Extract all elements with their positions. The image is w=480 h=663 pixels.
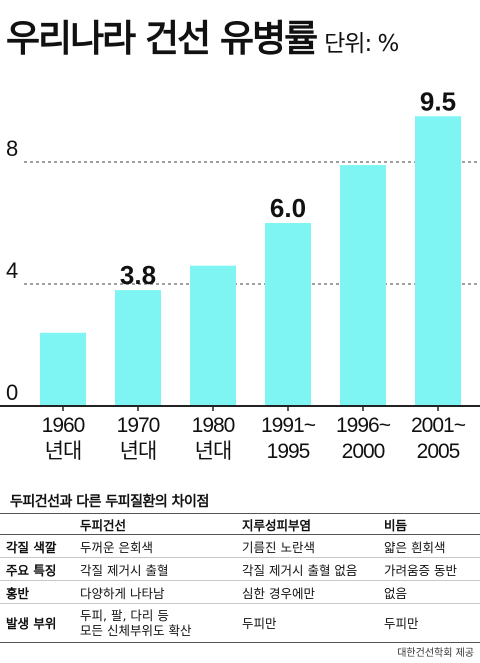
data-label: 9.5	[420, 86, 456, 116]
unit-label: 단위: %	[324, 31, 399, 57]
table-cell: 다양하게 나타남	[78, 580, 240, 604]
table-cell: 각질 제거시 출혈 없음	[240, 557, 382, 581]
bar	[40, 332, 86, 406]
table-cell: 기름진 노란색	[240, 534, 382, 558]
table-cell-line: 모든 신체부위도 확산	[80, 623, 192, 638]
bar	[115, 290, 161, 406]
bar	[340, 165, 386, 406]
table-cell: 두꺼운 은회색	[78, 534, 240, 558]
x-tick-label: 2005	[417, 440, 460, 463]
table-header-cell: 두피건선	[78, 513, 240, 535]
table-cell: 두피만	[382, 603, 480, 643]
data-label: 3.8	[120, 260, 156, 290]
table-cell: 없음	[382, 580, 480, 604]
table-header-cell: 지루성피부염	[240, 513, 382, 535]
y-tick-label: 0	[6, 380, 18, 405]
table-header-cell	[0, 513, 78, 535]
table-cell-line: 두피, 팔, 다리 등	[80, 608, 169, 623]
table-row: 홍반 다양하게 나타남 심한 경우에만 없음	[0, 580, 480, 604]
data-label: 6.0	[270, 193, 306, 223]
table-row: 발생 부위 두피, 팔, 다리 등 모든 신체부위도 확산 두피만 두피만	[0, 603, 480, 643]
bar	[415, 116, 461, 406]
comparison-table: 두피건선 지루성피부염 비듬 각질 색깔 두꺼운 은회색 기름진 노란색 얇은 …	[0, 513, 480, 643]
table-header-cell: 비듬	[382, 513, 480, 535]
source-credit: 대한건선학회 제공	[397, 648, 474, 659]
x-tick-label: 1960	[42, 414, 85, 437]
table-header-row: 두피건선 지루성피부염 비듬	[0, 513, 480, 535]
x-tick-label: 년대	[120, 440, 157, 463]
table-row: 각질 색깔 두꺼운 은회색 기름진 노란색 얇은 흰회색	[0, 534, 480, 558]
table-title: 두피건선과 다른 두피질환의 차이점	[10, 494, 209, 510]
x-tick-label: 년대	[45, 440, 82, 463]
chart-title: 우리나라 건선 유병률 단위: %	[6, 8, 399, 62]
table-row: 주요 특징 각질 제거시 출혈 각질 제거시 출혈 없음 가려움증 동반	[0, 557, 480, 581]
x-tick-label: 1996~	[336, 414, 391, 437]
row-label: 발생 부위	[0, 603, 78, 643]
x-tick-label: 1970	[117, 414, 160, 437]
y-tick-label: 4	[6, 258, 18, 283]
row-label: 각질 색깔	[0, 534, 78, 558]
table-cell: 심한 경우에만	[240, 580, 382, 604]
bar	[190, 265, 236, 406]
x-tick-label: 1980	[192, 414, 235, 437]
y-tick-label: 8	[6, 136, 18, 161]
chart-title-main: 우리나라 건선 유병률	[6, 17, 318, 60]
row-label: 홍반	[0, 580, 78, 604]
x-tick-label: 1991~	[261, 414, 316, 437]
table-cell: 두피, 팔, 다리 등 모든 신체부위도 확산	[78, 603, 240, 643]
table-cell: 얇은 흰회색	[382, 534, 480, 558]
row-label: 주요 특징	[0, 557, 78, 581]
x-tick-label: 년대	[195, 440, 232, 463]
bar-chart: 0 4 8 3.8 6.0 9.5 1960 년대 1970 년대 1980 년대 1991~ 1995 1…	[0, 86, 480, 463]
table-cell: 가려움증 동반	[382, 557, 480, 581]
x-tick-label: 2001~	[411, 414, 466, 437]
x-tick-label: 2000	[342, 440, 385, 463]
x-tick-label: 1995	[267, 440, 310, 463]
bar	[265, 223, 311, 406]
table-cell: 두피만	[240, 603, 382, 643]
table-cell: 각질 제거시 출혈	[78, 557, 240, 581]
